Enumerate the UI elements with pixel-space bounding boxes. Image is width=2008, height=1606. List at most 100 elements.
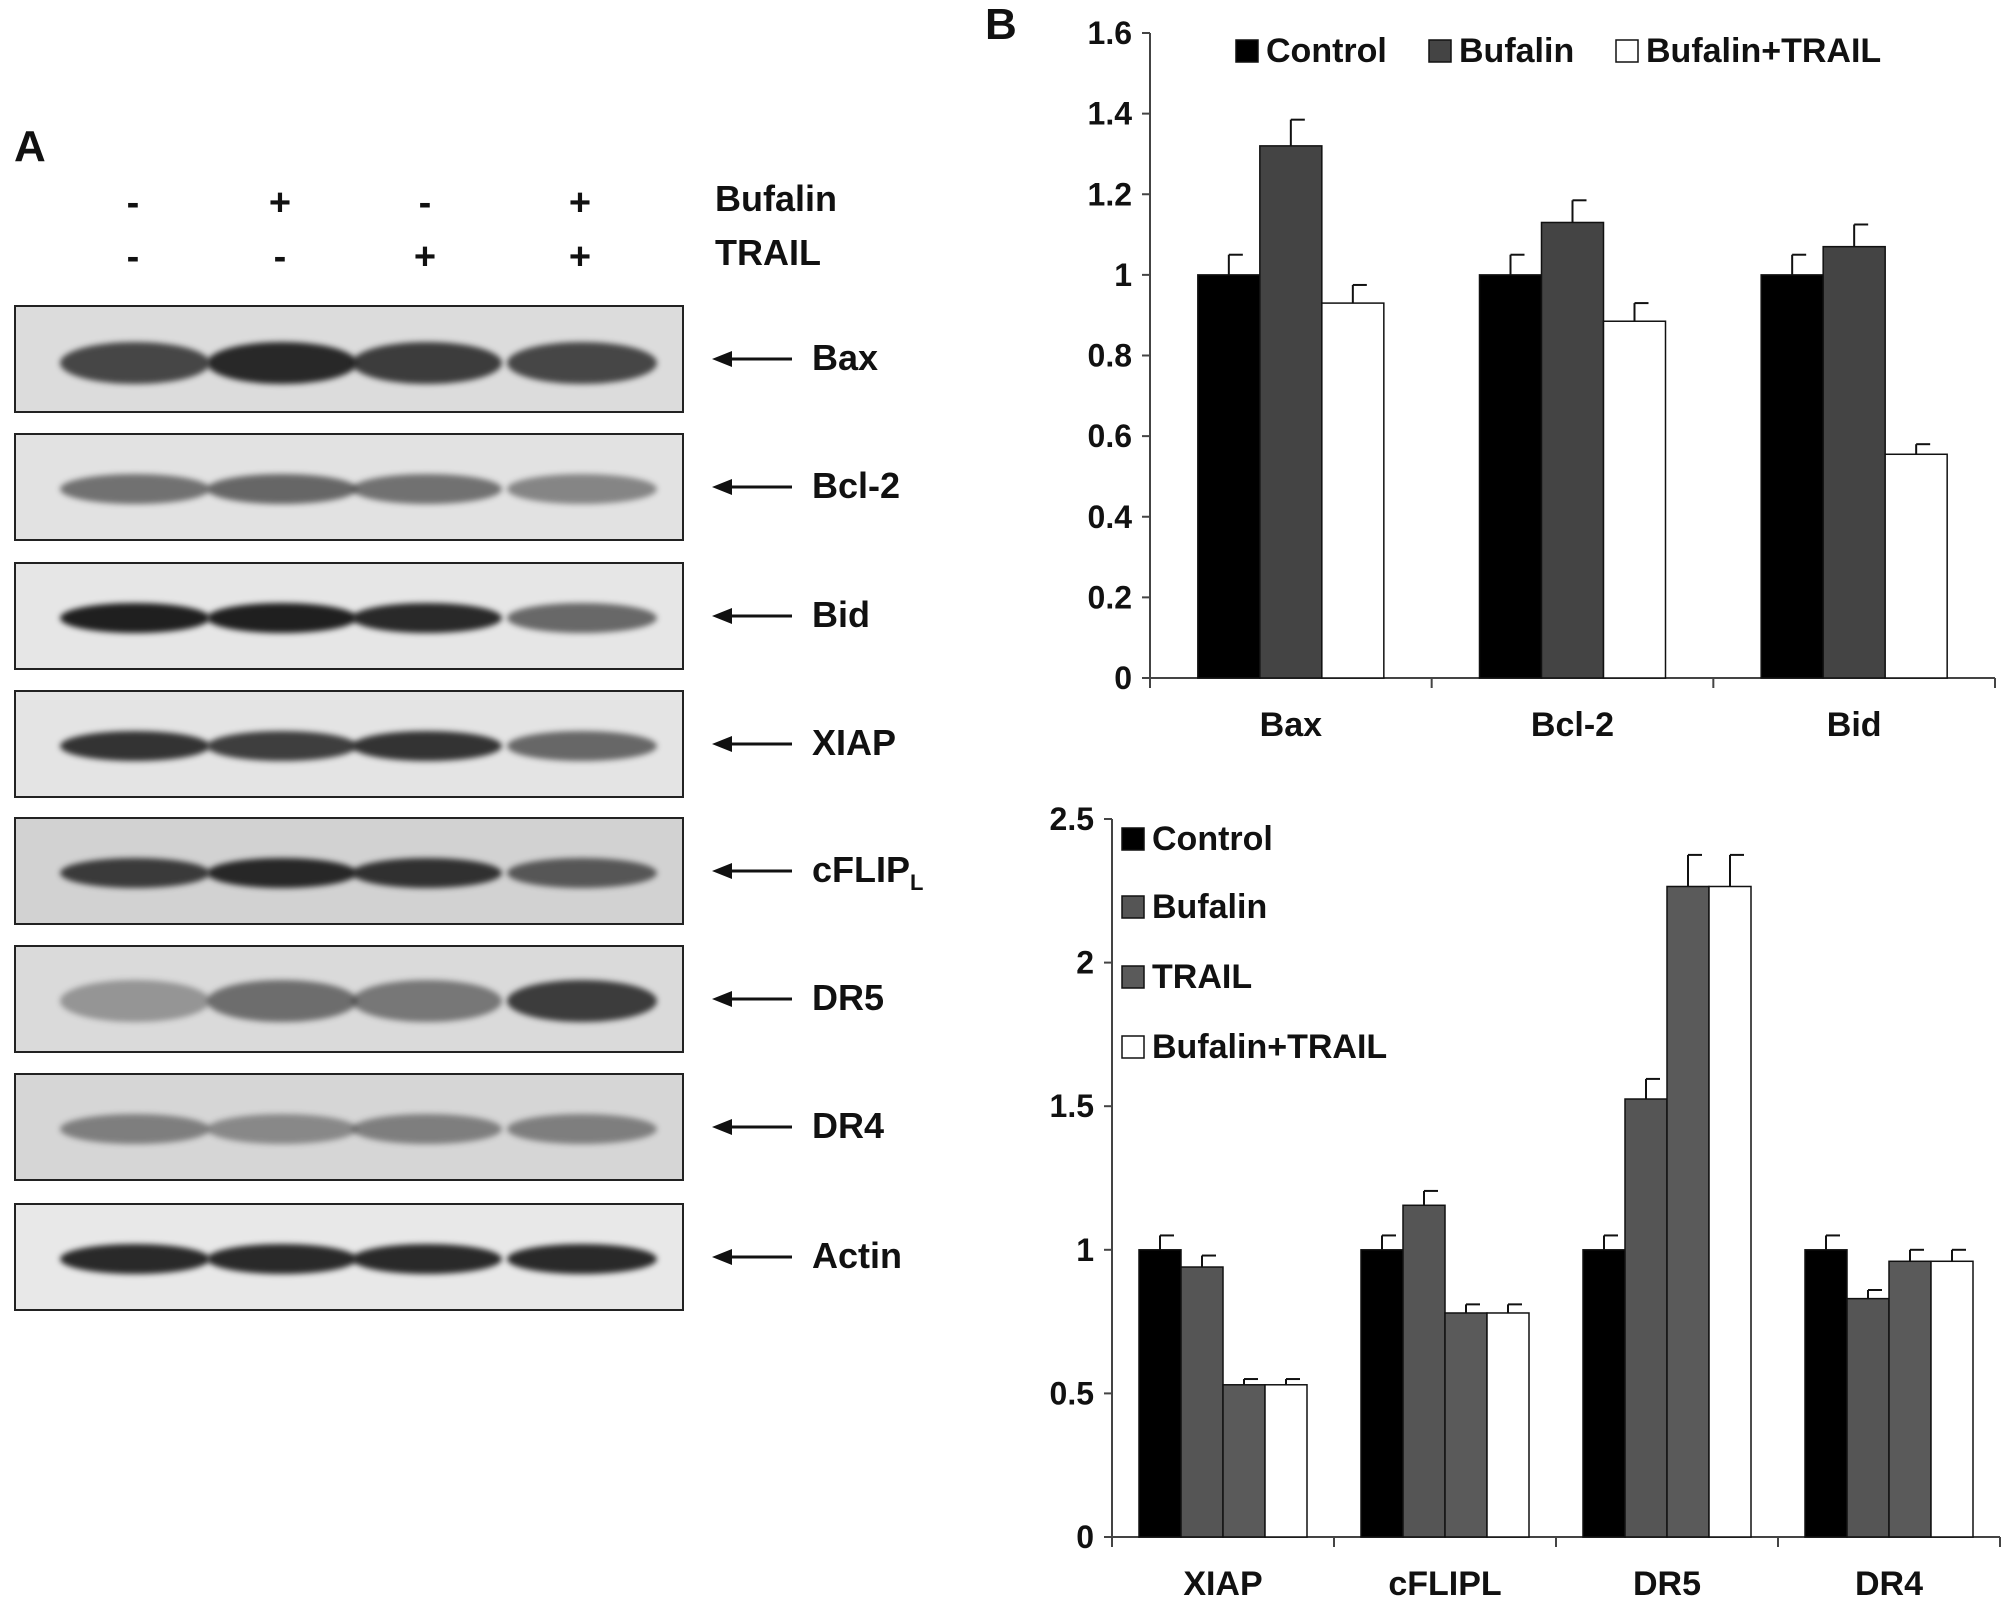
bar-bufalin-trail-dr5 — [1708, 885, 1752, 1538]
x-category-label-dr5: DR5 — [1633, 1565, 1701, 1602]
band-dr5-lane-3 — [352, 980, 502, 1022]
y-tick-label: 0.4 — [1088, 499, 1133, 535]
condition-sign-bufalin-lane-4: + — [568, 182, 592, 224]
blot-xiap — [14, 690, 684, 798]
arrow-left-icon — [712, 479, 792, 495]
bar-bufalin-bcl-2 — [1540, 221, 1605, 679]
y-tick-label: 0.2 — [1088, 579, 1132, 615]
band-actin-lane-1 — [60, 1244, 210, 1274]
bar-bufalin-trail-bcl-2 — [1602, 320, 1667, 679]
band-dr4-lane-1 — [60, 1114, 210, 1144]
blot-bid — [14, 562, 684, 670]
bar-control-xiap — [1138, 1249, 1182, 1538]
bar-bufalin-cflipl — [1402, 1204, 1446, 1538]
arrow-left-icon — [712, 351, 792, 367]
protein-label-cflip: cFLIPL — [812, 849, 924, 896]
blot-bcl-2 — [14, 433, 684, 541]
band-xiap-lane-1 — [60, 731, 210, 761]
bar-bufalin-trail-dr4 — [1930, 1260, 1974, 1538]
band-xiap-lane-4 — [507, 731, 657, 761]
bar-bufalin-dr5 — [1624, 1098, 1668, 1538]
legend-label: Bufalin — [1152, 888, 1267, 926]
bar-bufalin-trail-cflipl — [1486, 1312, 1530, 1538]
band-actin-lane-4 — [507, 1244, 657, 1274]
protein-label-dr4: DR4 — [812, 1105, 885, 1146]
band-xiap-lane-2 — [207, 731, 357, 761]
y-tick-label: 1.6 — [1088, 15, 1132, 51]
x-category-label-bcl-2: Bcl-2 — [1531, 706, 1614, 744]
condition-sign-trail-lane-4: + — [568, 236, 592, 278]
blot-cflip — [14, 817, 684, 925]
band-actin-lane-3 — [352, 1244, 502, 1274]
band-bid-lane-3 — [352, 603, 502, 633]
legend-swatch — [1121, 895, 1145, 919]
y-tick-label: 0.8 — [1088, 338, 1132, 374]
legend-label: Control — [1152, 820, 1273, 858]
band-bax-lane-2 — [207, 342, 357, 384]
bar-bufalin-dr4 — [1846, 1297, 1890, 1538]
blot-dr5 — [14, 945, 684, 1053]
y-tick-label: 1.4 — [1088, 96, 1133, 132]
bar-trail-dr4 — [1888, 1260, 1932, 1538]
bar-trail-cflipl — [1444, 1312, 1488, 1538]
protein-label-xiap: XIAP — [812, 722, 897, 763]
band-bax-lane-3 — [352, 342, 502, 384]
panel-a-letter: A — [14, 122, 46, 171]
protein-label-bcl-2: Bcl-2 — [812, 465, 901, 506]
x-category-label-xiap: XIAP — [1183, 1565, 1262, 1602]
legend-label: Bufalin+TRAIL — [1646, 32, 1881, 70]
band-cflip-lane-1 — [60, 858, 210, 888]
legend-swatch — [1121, 1035, 1145, 1059]
y-tick-label: 1.5 — [1050, 1088, 1094, 1124]
arrow-left-icon — [712, 1119, 792, 1135]
protein-label-dr5: DR5 — [812, 977, 885, 1018]
y-tick-label: 1 — [1076, 1232, 1094, 1268]
bar-bufalin-trail-bid — [1884, 453, 1948, 679]
band-dr4-lane-4 — [507, 1114, 657, 1144]
bar-bufalin-xiap — [1180, 1266, 1224, 1538]
panel-b-letter: B — [985, 0, 1017, 49]
condition-sign-trail-lane-3: + — [413, 236, 437, 278]
bar-chart-xiap-cflip-dr5-dr4: 0 0.5 1 1.5 2 2.5 XIAP cFLIPL DR5 DR4 Control Bufal… — [1050, 801, 2001, 1602]
band-bid-lane-1 — [60, 603, 210, 633]
band-cflip-lane-4 — [507, 858, 657, 888]
bar-control-cflipl — [1360, 1249, 1404, 1538]
legend-label: TRAIL — [1152, 958, 1252, 996]
condition-sign-bufalin-lane-3: - — [418, 182, 432, 224]
bar-control-bid — [1760, 274, 1824, 679]
band-cflip-lane-2 — [207, 858, 357, 888]
condition-label-bufalin: Bufalin — [715, 178, 837, 219]
y-tick-label: 0 — [1076, 1519, 1094, 1555]
band-bax-lane-1 — [60, 342, 210, 384]
legend-swatch — [1615, 39, 1639, 63]
condition-label-trail: TRAIL — [715, 232, 821, 273]
band-xiap-lane-3 — [352, 731, 502, 761]
y-tick-label: 0.5 — [1050, 1375, 1094, 1411]
protein-label-bax: Bax — [812, 337, 879, 378]
x-category-label-bax: Bax — [1260, 706, 1322, 744]
legend-label: Bufalin — [1459, 32, 1574, 70]
band-dr4-lane-3 — [352, 1114, 502, 1144]
bar-control-bcl-2 — [1478, 274, 1543, 679]
band-bcl-2-lane-1 — [60, 474, 210, 504]
arrow-left-icon — [712, 736, 792, 752]
bar-bufalin-bid — [1822, 245, 1886, 679]
y-tick-label: 0.6 — [1088, 418, 1132, 454]
legend-swatch — [1428, 39, 1452, 63]
arrow-left-icon — [712, 1249, 792, 1265]
y-tick-label: 2.5 — [1050, 801, 1094, 837]
bar-bufalin-bax — [1259, 145, 1323, 679]
blot-dr4 — [14, 1073, 684, 1181]
y-tick-label: 1.2 — [1088, 176, 1132, 212]
band-actin-lane-2 — [207, 1244, 357, 1274]
band-dr4-lane-2 — [207, 1114, 357, 1144]
band-bid-lane-4 — [507, 603, 657, 633]
x-category-label-bid: Bid — [1827, 706, 1882, 744]
legend-swatch — [1121, 965, 1145, 989]
bar-chart-bax-bcl2-bid: 0 0.2 0.4 0.6 0.8 1 1.2 1.4 1.6 Bax Bcl-2 Bid Contro… — [1088, 15, 1996, 744]
arrow-left-icon — [712, 991, 792, 1007]
band-dr5-lane-1 — [60, 980, 210, 1022]
band-dr5-lane-2 — [207, 980, 357, 1022]
y-tick-label: 2 — [1076, 945, 1094, 981]
condition-sign-bufalin-lane-2: + — [268, 182, 292, 224]
